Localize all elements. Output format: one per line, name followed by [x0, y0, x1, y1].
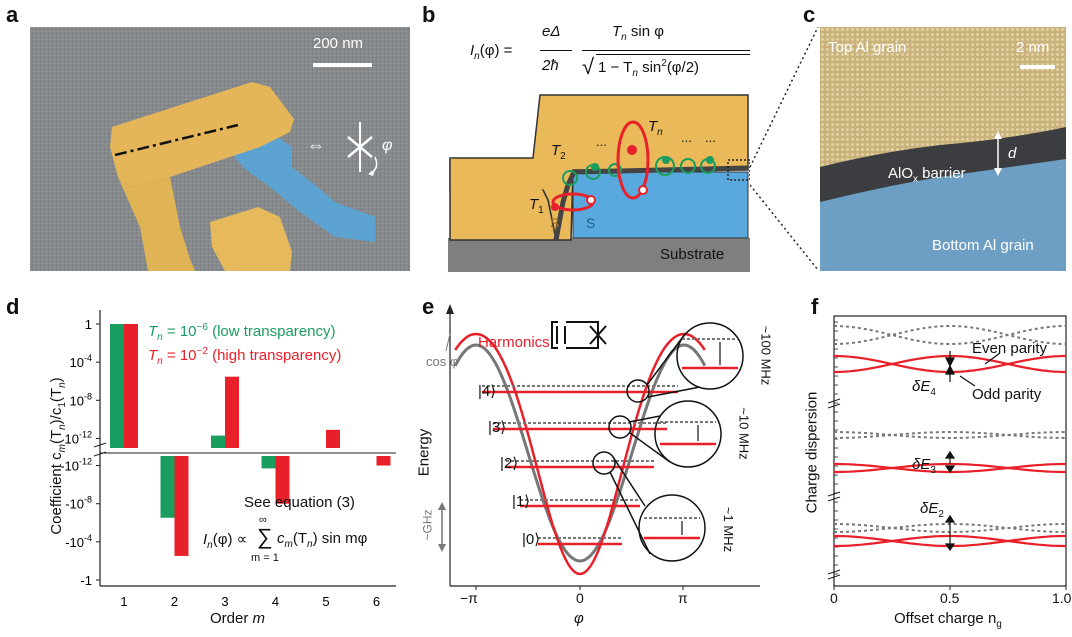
- dE2-label: δE2: [920, 500, 944, 520]
- s-left-label: S: [550, 215, 560, 231]
- scalebar-label-a: 200 nm: [313, 35, 364, 52]
- zoom-lines: [750, 27, 819, 271]
- s-right-label: S: [586, 215, 596, 231]
- chart-e: Energy φ −π 0 π cos φ Harmonics ~GHz ~10…: [415, 296, 812, 632]
- xtick-d-3: 3: [221, 594, 228, 609]
- level-0: |0⟩: [522, 531, 541, 548]
- ytick-d: 10-12: [65, 429, 92, 446]
- cos-label: cos φ: [426, 354, 459, 369]
- chart-f: Charge dispersion Offset charge ng 0 0.5…: [800, 296, 1072, 632]
- level-2: |2⟩: [500, 455, 519, 472]
- chart-d-xlabel: Order m: [210, 610, 266, 627]
- panel-label-d: d: [6, 294, 20, 319]
- odd-parity-label: Odd parity: [972, 386, 1042, 403]
- chart-d-ylabel: Coefficient cm(Tn)/c1(Tn): [48, 377, 68, 535]
- d-label: d: [1008, 145, 1017, 162]
- ytick-d: 1: [85, 317, 92, 332]
- mhz1-label: ~1 MHz: [721, 506, 737, 553]
- xtick-d-2: 2: [171, 594, 178, 609]
- sem-image: 200 nm ⇔ φ: [30, 27, 410, 271]
- tem-image: Top Al grain 2 nm AlOx barrier d Bottom …: [820, 27, 1066, 271]
- bar-low-4: [261, 456, 276, 469]
- bar-high-4: [275, 456, 290, 504]
- xtick-d-4: 4: [272, 594, 279, 609]
- bar-high-5: [326, 429, 340, 448]
- schematic-b: T1 T2 Tn ... ... ... S S Substrate: [448, 90, 751, 272]
- ytick-d: -10-4: [65, 533, 92, 550]
- circuit-icon: [551, 316, 607, 354]
- bottom-grain-label: Bottom Al grain: [932, 237, 1034, 254]
- ytick-d: 10-4: [70, 353, 92, 370]
- chart-f-svg: [827, 315, 1067, 590]
- legend-high: Tn = 10−2 (high transparency): [148, 346, 342, 367]
- bar-high-2: [174, 456, 189, 556]
- barrier-label: AlOx barrier: [888, 165, 966, 185]
- panel-label-c: c: [803, 2, 816, 27]
- bar-high-6: [376, 456, 391, 466]
- chart-e-ylabel: Energy: [415, 428, 433, 477]
- cut-line: [114, 123, 239, 157]
- tick-f-0: 0: [830, 590, 838, 606]
- dispersion-curve: [834, 431, 1066, 439]
- ghz-label: ~GHz: [420, 509, 435, 541]
- chart-f-xlabel: Offset charge ng: [894, 610, 1002, 630]
- tick-f-1: 1.0: [1052, 590, 1072, 606]
- phi-label-a: φ: [382, 137, 393, 154]
- panel-label-a: a: [6, 2, 19, 27]
- level-3: |3⟩: [488, 419, 507, 436]
- see-equation: See equation (3): [244, 494, 355, 511]
- tick-f-05: 0.5: [940, 590, 960, 606]
- harmonics-label: Harmonics: [478, 334, 550, 351]
- panel-label-e: e: [422, 294, 435, 319]
- sum-formula: In(φ) ∝ ∞ ∑ m = 1 cm(Tn) sin mφ: [203, 514, 368, 564]
- mhz100-label: ~100 MHz: [758, 325, 774, 386]
- bar-high-1: [124, 324, 138, 448]
- panel-label-f: f: [811, 294, 819, 319]
- ytick-d: -10-8: [65, 495, 92, 512]
- panel-label-b: b: [422, 2, 436, 27]
- xtick-d-1: 1: [120, 594, 127, 609]
- top-grain-label: Top Al grain: [828, 39, 907, 56]
- tick-e-minus-pi: −π: [460, 590, 478, 606]
- double-arrow-icon: ⇔: [307, 135, 325, 155]
- chart-e-svg: [438, 304, 760, 590]
- dE3-label: δE3: [912, 456, 936, 476]
- chart-e-xlabel: φ: [574, 610, 584, 627]
- scalebar-label-c: 2 nm: [1016, 39, 1050, 56]
- legend-low: Tn = 10−6 (low transparency): [148, 322, 336, 343]
- ytick-d: -1: [80, 573, 92, 588]
- bar-low-3: [211, 435, 225, 448]
- tick-e-pi: π: [678, 590, 688, 606]
- level-4: |4⟩: [478, 383, 497, 400]
- xtick-d-6: 6: [373, 594, 380, 609]
- ytick-d: 10-8: [70, 391, 92, 408]
- dispersion-curve: [834, 431, 1066, 439]
- bar-low-1: [110, 324, 124, 448]
- xtick-d-5: 5: [322, 594, 329, 609]
- bar-high-3: [225, 376, 239, 448]
- level-1: |1⟩: [512, 493, 531, 510]
- chart-f-ylabel: Charge dispersion: [803, 391, 821, 514]
- dE4-label: δE4: [912, 378, 936, 398]
- bar-low-2: [160, 456, 175, 518]
- tick-e-zero: 0: [576, 590, 584, 606]
- even-parity-label: Even parity: [972, 340, 1048, 357]
- substrate-label: Substrate: [660, 246, 725, 263]
- formula-josephson: In(φ) = eΔ 2ħ Tn sin φ √ 1 − Tn sin2(φ/2…: [470, 20, 750, 90]
- mhz10-label: ~10 MHz: [736, 407, 752, 460]
